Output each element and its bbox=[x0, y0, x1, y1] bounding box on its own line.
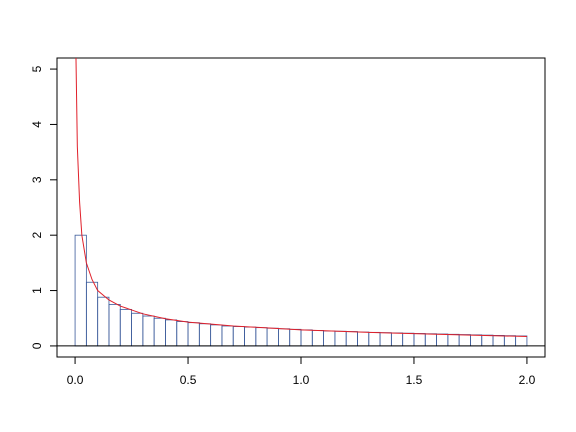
bar bbox=[311, 330, 324, 347]
bar bbox=[198, 323, 212, 347]
bar bbox=[210, 324, 223, 347]
bar bbox=[221, 325, 234, 347]
y-tick-label: 3 bbox=[30, 176, 44, 183]
y-tick-label: 5 bbox=[30, 65, 44, 72]
bar bbox=[323, 330, 336, 347]
bar bbox=[424, 333, 437, 347]
bar bbox=[108, 303, 121, 347]
bar bbox=[289, 328, 302, 347]
x-tick-label: 2.0 bbox=[519, 373, 536, 387]
bar bbox=[232, 326, 245, 347]
bar bbox=[492, 335, 505, 347]
x-tick-label: 1.0 bbox=[293, 373, 310, 387]
bar bbox=[503, 335, 517, 347]
x-tick-label: 1.5 bbox=[406, 373, 423, 387]
bar bbox=[97, 296, 110, 347]
bar bbox=[244, 326, 257, 347]
bar bbox=[176, 321, 189, 347]
bar bbox=[142, 315, 155, 347]
y-tick-label: 0 bbox=[30, 342, 44, 349]
bar bbox=[334, 330, 347, 347]
bar bbox=[300, 329, 313, 347]
bar bbox=[515, 335, 528, 347]
bar bbox=[255, 327, 268, 347]
bar bbox=[436, 333, 449, 347]
bar bbox=[447, 333, 460, 347]
y-tick-label: 4 bbox=[30, 121, 44, 128]
x-tick-label: 0.0 bbox=[67, 373, 84, 387]
bar bbox=[481, 334, 494, 347]
bar bbox=[390, 332, 404, 347]
y-tick-label: 2 bbox=[30, 232, 44, 239]
bar bbox=[402, 332, 415, 347]
y-tick-label: 1 bbox=[30, 287, 44, 294]
bar bbox=[458, 334, 471, 347]
bar bbox=[278, 328, 291, 347]
bar bbox=[85, 281, 99, 347]
bar bbox=[165, 319, 178, 347]
bar bbox=[368, 331, 381, 347]
bar bbox=[153, 317, 166, 347]
bar bbox=[345, 331, 358, 347]
bar bbox=[131, 312, 144, 347]
bar bbox=[379, 332, 392, 347]
x-tick-label: 0.5 bbox=[180, 373, 197, 387]
bar bbox=[413, 333, 426, 347]
bar bbox=[187, 322, 200, 347]
bar bbox=[119, 308, 132, 347]
bar bbox=[470, 334, 483, 347]
bar bbox=[266, 327, 279, 347]
density-curve bbox=[75, 58, 527, 338]
plot-box bbox=[56, 57, 546, 358]
plot-area bbox=[57, 58, 545, 347]
bar bbox=[357, 331, 370, 347]
